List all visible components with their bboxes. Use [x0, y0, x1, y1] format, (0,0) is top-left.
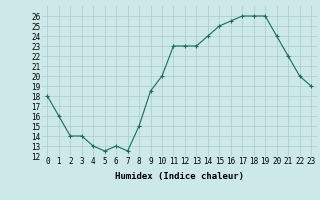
X-axis label: Humidex (Indice chaleur): Humidex (Indice chaleur) — [115, 172, 244, 181]
